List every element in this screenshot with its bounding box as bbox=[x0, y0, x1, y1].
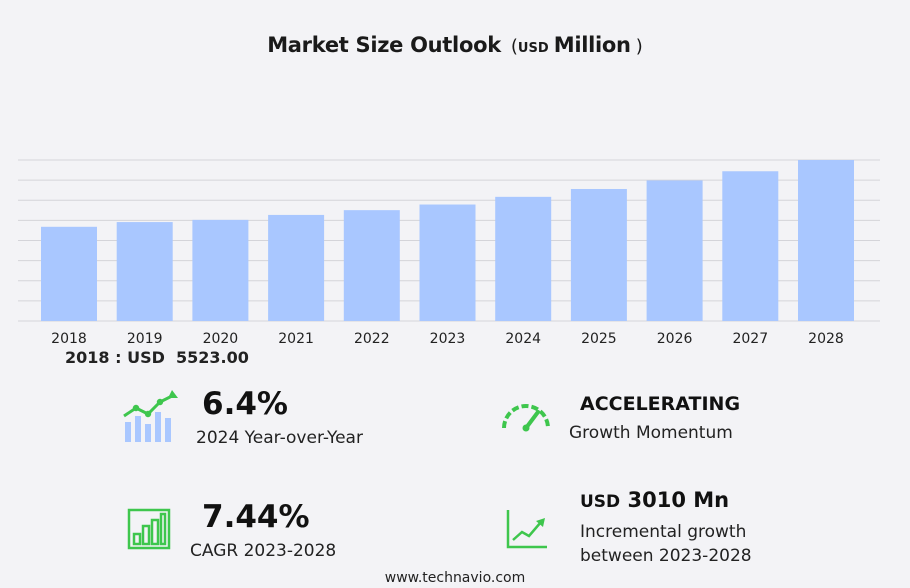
incremental-value: USD 3010 Mn bbox=[580, 488, 729, 512]
incremental-label-line2: between 2023-2028 bbox=[580, 546, 752, 566]
base-year-label-text: 2018 : USD bbox=[65, 348, 165, 367]
bar-2022 bbox=[343, 210, 400, 321]
chart-title: Market Size Outlook (USD Million ) bbox=[0, 33, 910, 57]
bar-2019 bbox=[116, 222, 173, 321]
x-tick-label: 2020 bbox=[203, 331, 239, 347]
incremental-value-amount: 3010 Mn bbox=[627, 488, 730, 512]
yoy-label: 2024 Year-over-Year bbox=[196, 428, 363, 448]
bar-line-growth-icon bbox=[123, 390, 178, 442]
speedometer-icon bbox=[502, 404, 550, 432]
bar-chart-icon bbox=[127, 508, 171, 550]
momentum-value: ACCELERATING bbox=[580, 393, 741, 415]
base-year-value: 5523.00 bbox=[176, 348, 249, 367]
x-tick-label: 2025 bbox=[581, 331, 617, 347]
bar-2018 bbox=[41, 226, 97, 321]
yoy-value: 6.4% bbox=[202, 386, 288, 422]
source-footer: www.technavio.com bbox=[384, 570, 526, 586]
bar-2020 bbox=[192, 219, 249, 321]
x-tick-label: 2028 bbox=[808, 331, 844, 347]
x-tick-label: 2027 bbox=[732, 331, 768, 347]
incremental-value-prefix: USD bbox=[580, 492, 621, 512]
momentum-label: Growth Momentum bbox=[569, 423, 733, 443]
x-tick-label: 2026 bbox=[657, 331, 693, 347]
x-tick-label: 2018 bbox=[51, 331, 87, 347]
unit-paren-open: ( bbox=[510, 36, 518, 57]
x-tick-label: 2019 bbox=[127, 331, 163, 347]
bar-2024 bbox=[495, 196, 552, 321]
bar-2027 bbox=[722, 171, 779, 321]
x-tick-label: 2022 bbox=[354, 331, 390, 347]
cagr-label: CAGR 2023-2028 bbox=[190, 541, 337, 561]
x-tick-label: 2024 bbox=[505, 331, 541, 347]
chart-title-text: Market Size Outlook bbox=[267, 33, 501, 57]
incremental-label-line1: Incremental growth bbox=[580, 522, 747, 542]
bar-2025 bbox=[570, 188, 627, 321]
bar-2021 bbox=[268, 214, 325, 321]
cagr-value: 7.44% bbox=[202, 499, 310, 535]
unit-word: Million bbox=[553, 33, 631, 57]
trend-line-icon bbox=[506, 510, 547, 549]
base-year-label: 2018 : USD 5523.00 bbox=[65, 348, 249, 367]
bar-chart: 2018 2019 2020 2021 2022 2023 2024 2025 2026 2027… bbox=[18, 159, 880, 347]
unit-prefix: USD bbox=[517, 41, 549, 56]
bar-2028 bbox=[798, 160, 854, 321]
bar-2026 bbox=[646, 180, 703, 321]
x-tick-label: 2021 bbox=[278, 331, 314, 347]
x-tick-label: 2023 bbox=[430, 331, 466, 347]
bar-2023 bbox=[419, 204, 476, 321]
unit-paren-close: ) bbox=[635, 36, 643, 57]
